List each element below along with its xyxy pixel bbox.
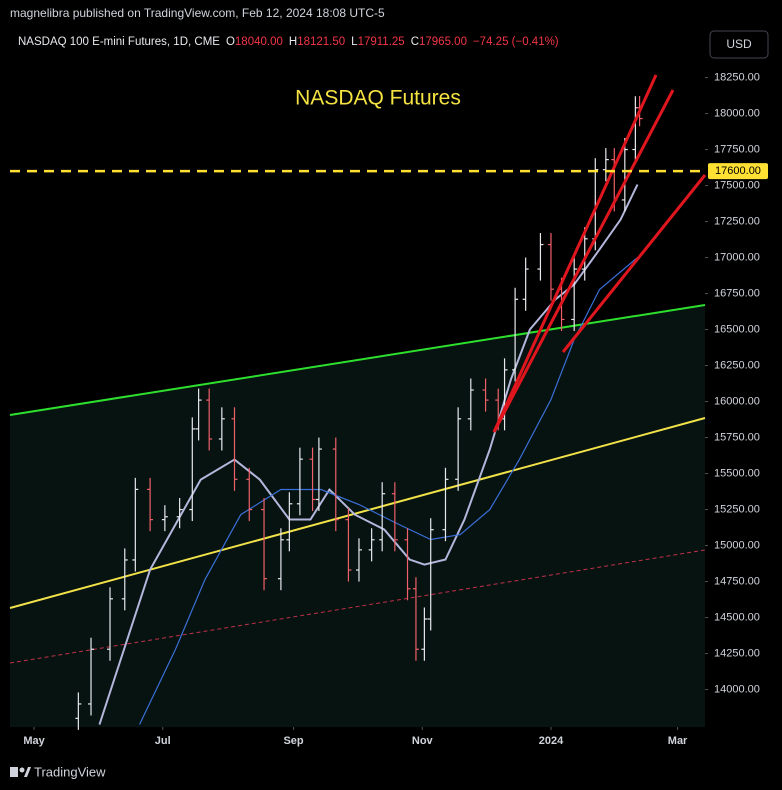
- x-tick-label: Mar: [668, 735, 688, 747]
- trend-line: [9, 549, 706, 664]
- red-trend-lines: [492, 74, 707, 433]
- x-tick-label: May: [23, 735, 45, 747]
- y-tick-label: 16250.00: [714, 359, 760, 371]
- legend: NASDAQ 100 E-mini Futures, 1D, CME O18040…: [18, 36, 559, 48]
- y-tick-label: 14000.00: [714, 683, 760, 695]
- ohlc-key: O: [226, 36, 235, 48]
- y-tick-label: 17250.00: [714, 215, 760, 227]
- y-tick-label: 17000.00: [714, 251, 760, 263]
- moving-average: [98, 184, 639, 725]
- annotation: NASDAQ Futures: [295, 87, 461, 110]
- published-note: magnelibra published on TradingView.com,…: [10, 6, 385, 20]
- y-tick-label: 16500.00: [714, 323, 760, 335]
- y-tick-label: 16000.00: [714, 395, 760, 407]
- ohlc-key: H: [289, 36, 297, 48]
- x-tick-label: 2024: [539, 735, 564, 747]
- x-tick-label: Nov: [412, 735, 434, 747]
- ohlc-value: 18040.00: [235, 36, 283, 48]
- ohlc-key: L: [351, 36, 358, 48]
- y-tick-label: 15500.00: [714, 467, 760, 479]
- y-tick-label: 16750.00: [714, 287, 760, 299]
- trend-line: [561, 174, 707, 353]
- logo: [24, 767, 31, 777]
- y-tick-label: 14500.00: [714, 611, 760, 623]
- y-tick-label: 14750.00: [714, 575, 760, 587]
- footer-brand: TradingView: [34, 764, 106, 779]
- y-tick-label: 15000.00: [714, 539, 760, 551]
- y-tick-label: 17500.00: [714, 179, 760, 191]
- currency-button[interactable]: [709, 30, 769, 59]
- x-tick-label: Sep: [283, 735, 303, 747]
- trend-line: [9, 304, 706, 416]
- trend-line: [492, 74, 658, 433]
- currency-label[interactable]: USD: [726, 37, 752, 51]
- plot: [75, 96, 643, 730]
- x-tick-label: Jul: [155, 735, 171, 747]
- moving-average: [139, 257, 638, 725]
- y-tick-label: 15750.00: [714, 431, 760, 443]
- ohlc-value: 17911.25: [358, 36, 405, 48]
- level-label: 17600.00: [715, 165, 761, 177]
- y-tick-label: 14250.00: [714, 647, 760, 659]
- ohlc-value: 18121.50: [297, 36, 345, 48]
- y-tick-label: 18000.00: [714, 107, 760, 119]
- logo: [19, 767, 25, 773]
- logo: [10, 767, 18, 777]
- symbol: NASDAQ 100 E-mini Futures, 1D, CME: [18, 36, 220, 48]
- level-label-box: [708, 163, 768, 180]
- y-tick-label: 17750.00: [714, 143, 760, 155]
- trend-line: [9, 417, 706, 609]
- change: −74.25 (−0.41%): [473, 36, 559, 48]
- y-tick-label: 18250.00: [714, 71, 760, 83]
- y-tick-label: 15250.00: [714, 503, 760, 515]
- ohlc-key: C: [411, 36, 419, 48]
- ohlc-value: 17965.00: [419, 36, 467, 48]
- trend-line: [492, 89, 675, 433]
